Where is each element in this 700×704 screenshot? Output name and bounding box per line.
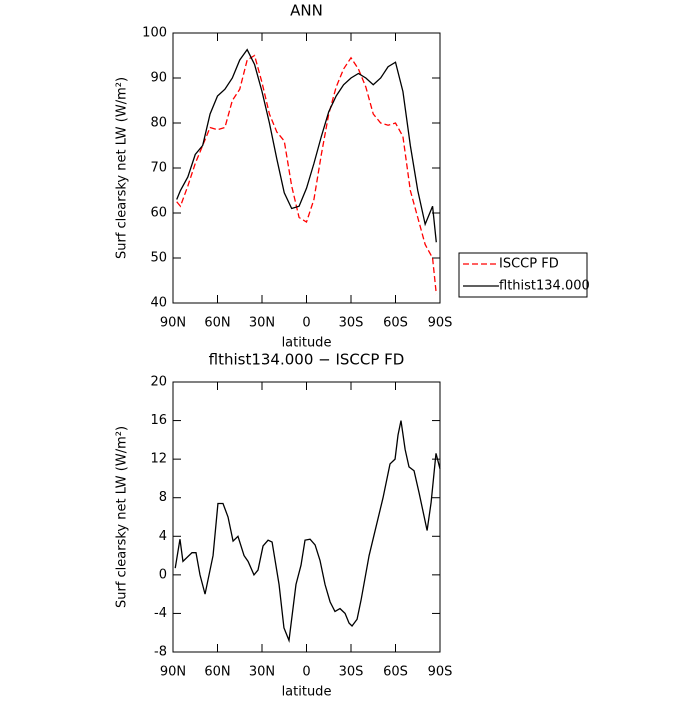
x-tick-label: 30N [249, 316, 275, 331]
legend-label: flthist134.000 [499, 279, 590, 294]
y-tick-label: 20 [150, 375, 167, 390]
y-tick-label: 80 [150, 116, 167, 131]
y-tick-label: 40 [150, 296, 167, 311]
y-tick-label: 60 [150, 206, 167, 221]
x-tick-label: 60S [383, 316, 408, 331]
legend-label: ISCCP FD [499, 257, 559, 272]
x-tick-label: 30N [249, 665, 275, 680]
y-tick-label: -8 [154, 645, 167, 660]
x-tick-label: 90N [160, 665, 186, 680]
y-tick-label: 50 [150, 251, 167, 266]
data-line [176, 48, 437, 243]
y-tick-label: 100 [142, 26, 167, 41]
y-axis-label: Surf clearsky net LW (W/m²) [115, 426, 130, 608]
x-tick-label: 90N [160, 316, 186, 331]
y-tick-label: -4 [154, 606, 167, 621]
legend-box [458, 252, 588, 298]
x-tick-label: 90S [428, 665, 453, 680]
x-tick-label: 60N [204, 665, 230, 680]
y-axis-label: Surf clearsky net LW (W/m²) [115, 77, 130, 259]
data-line [174, 420, 441, 644]
chart-title: ANN [290, 2, 323, 20]
y-tick-label: 90 [150, 71, 167, 86]
x-tick-label: 60S [383, 665, 408, 680]
x-axis-label: latitude [282, 685, 332, 700]
x-tick-label: 0 [302, 316, 310, 331]
y-tick-label: 12 [150, 452, 167, 467]
data-line [176, 54, 437, 295]
x-tick-label: 60N [204, 316, 230, 331]
y-tick-label: 8 [159, 490, 167, 505]
x-tick-label: 0 [302, 665, 310, 680]
plot-frame [172, 32, 441, 304]
y-tick-label: 4 [159, 529, 167, 544]
chart-title: flthist134.000 − ISCCP FD [209, 351, 405, 369]
x-axis-label: latitude [282, 336, 332, 351]
x-tick-label: 30S [339, 316, 364, 331]
x-tick-label: 90S [428, 316, 453, 331]
y-tick-label: 16 [150, 413, 167, 428]
y-tick-label: 70 [150, 161, 167, 176]
y-tick-label: 0 [159, 567, 167, 582]
x-tick-label: 30S [339, 665, 364, 680]
